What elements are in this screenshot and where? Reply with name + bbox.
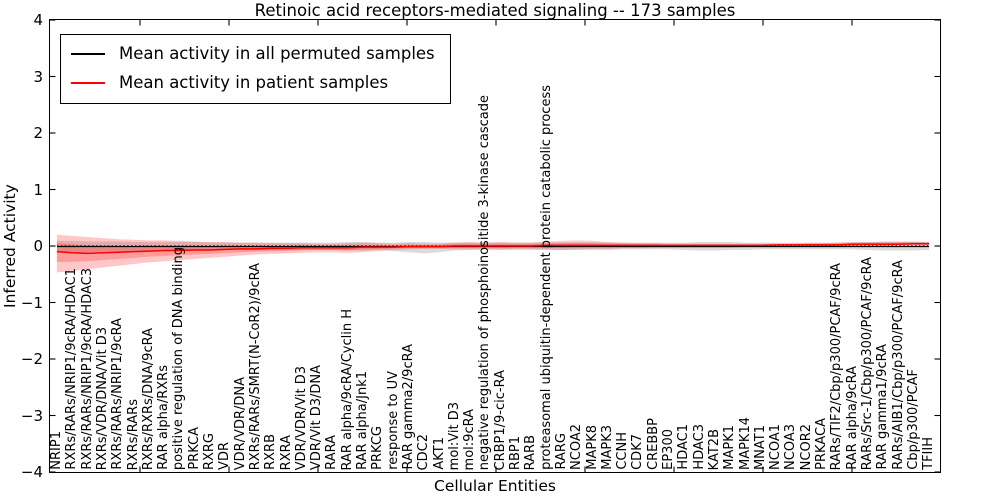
y-tick-label: −4 <box>20 463 43 481</box>
legend-row-permuted: Mean activity in all permuted samples <box>71 39 435 68</box>
x-tick-label: RARG <box>553 433 569 470</box>
x-tick-label: CCNH <box>615 432 631 470</box>
y-tick-label: 4 <box>33 11 43 29</box>
x-tick-label: RXRs/RARs/NRIP1/9cRA/HDAC1 <box>64 268 80 470</box>
x-tick-label: VDR/VDR/Vit D3 <box>293 365 309 470</box>
x-tick-label: CDK7 <box>630 434 646 470</box>
x-tick-label: positive regulation of DNA binding <box>171 246 187 470</box>
x-tick-label: NCOA3 <box>783 424 799 470</box>
x-tick-label: MAPK8 <box>584 425 600 470</box>
legend-row-patient: Mean activity in patient samples <box>71 68 435 97</box>
x-tick-label: MNAT1 <box>752 424 768 470</box>
y-tick-label: 1 <box>33 180 43 199</box>
x-tick-label: PRKCG <box>370 426 386 470</box>
y-tick-label: −3 <box>20 406 43 425</box>
x-tick-label: RXRs/VDR/DNA/Vit D3 <box>94 326 110 470</box>
legend: Mean activity in all permuted samples Me… <box>60 34 451 104</box>
x-tick-label: mol:9cRA <box>462 408 478 470</box>
x-tick-label: NCOA1 <box>768 424 784 470</box>
x-tick-label: RXRs/RARs/SMRT(N-CoR2)/9cRA <box>247 262 263 470</box>
x-tick-label: MAPK3 <box>599 425 615 470</box>
x-tick-label: response to UV <box>385 371 401 470</box>
plot-svg <box>50 20 940 472</box>
x-tick-label: VDR <box>217 442 233 470</box>
x-tick-label: HDAC1 <box>676 424 692 470</box>
x-tick-label: PRKACA <box>814 418 829 470</box>
legend-label-permuted: Mean activity in all permuted samples <box>119 44 435 63</box>
patient-mean-line <box>56 242 930 255</box>
chart-title: Retinoic acid receptors-mediated signali… <box>254 1 736 20</box>
x-tick-label: RARs/Src-1/Cbp/p300/PCAF/9cRA <box>859 256 875 470</box>
x-tick-label: RAR gamma2/9cRA <box>400 344 416 470</box>
x-tick-label: RARA <box>324 435 340 470</box>
x-tick-label: EP300 <box>661 429 676 470</box>
x-tick-label: CDC2 <box>416 433 432 470</box>
x-tick-label: HDAC3 <box>691 424 707 470</box>
x-tick-label: AKT1 <box>431 437 447 470</box>
x-tick-label: RXRs/RARs/NRIP1/9cRA/HDAC3 <box>79 268 95 470</box>
x-tick-label: RXRs/RARs <box>125 398 141 470</box>
x-tick-label: PRKCA <box>186 427 202 470</box>
x-tick-label: mol:Vit D3 <box>446 401 462 470</box>
x-tick-label: negative regulation of phosphoinositide … <box>477 94 493 470</box>
x-tick-label: RBP1 <box>508 435 523 470</box>
legend-label-patient: Mean activity in patient samples <box>119 73 389 92</box>
x-tick-label: proteasomal ubiquitin-dependent protein … <box>538 85 554 470</box>
x-tick-label: NRIP1 <box>49 431 64 470</box>
x-tick-label: RARs/TIF2/Cbp/p300/PCAF/9cRA <box>829 262 845 470</box>
patient-line-swatch <box>71 81 105 84</box>
x-tick-label: RAR alpha/Jnk1 <box>355 371 370 470</box>
x-tick-label: VDR/Vit D3/DNA <box>309 364 325 470</box>
x-tick-label: RXRG <box>202 432 217 470</box>
y-tick-label: −2 <box>20 350 43 368</box>
x-tick-label: RAR alpha/9cRA <box>844 366 860 470</box>
x-tick-label: RAR alpha/RXRs <box>156 365 172 470</box>
x-tick-label: TFIIH <box>921 437 937 470</box>
x-tick-label: RAR gamma1/9cRA <box>875 344 891 470</box>
x-tick-label: RXRB <box>263 434 279 470</box>
x-tick-label: NCOR2 <box>798 423 814 470</box>
x-tick-label: KAT2B <box>706 428 722 470</box>
x-tick-label: CRBP1/9-cic-RA <box>492 369 508 470</box>
x-tick-label: RARB <box>523 434 539 470</box>
permuted-line-swatch <box>71 52 105 55</box>
x-axis-label: Cellular Entities <box>434 477 556 495</box>
x-tick-label: RXRs/RARs/NRIP1/9cRA <box>110 318 126 470</box>
x-tick-label: CREBBP <box>645 418 661 470</box>
x-tick-label: MAPK1 <box>722 425 738 470</box>
y-tick-label: 0 <box>33 237 43 255</box>
x-tick-label: VDR/VDR/DNA <box>232 376 248 470</box>
x-tick-label: NCOA2 <box>569 424 585 470</box>
x-tick-label: RXRA <box>278 434 294 470</box>
x-tick-label: RXRs/RXRs/DNA/9cRA <box>140 327 156 470</box>
x-tick-label: Cbp/p300/PCAF <box>905 369 921 470</box>
x-tick-label: MAPK14 <box>737 416 753 470</box>
y-tick-label: 3 <box>33 67 43 86</box>
x-tick-label: RAR alpha/9cRA/Cyclin H <box>339 308 355 470</box>
plot-area: NRIP1 RXRs/RARs/NRIP1/9cRA/HDAC1 RXRs/RARs… <box>49 19 941 473</box>
patient-std-band-outer <box>57 234 930 273</box>
y-tick-label: 2 <box>33 124 43 142</box>
x-tick-label: RARs/AIB1/Cbp/p300/PCAF/9cRA <box>890 260 906 470</box>
y-tick-label: −1 <box>20 293 43 312</box>
patient-std-band-inner <box>57 242 930 263</box>
